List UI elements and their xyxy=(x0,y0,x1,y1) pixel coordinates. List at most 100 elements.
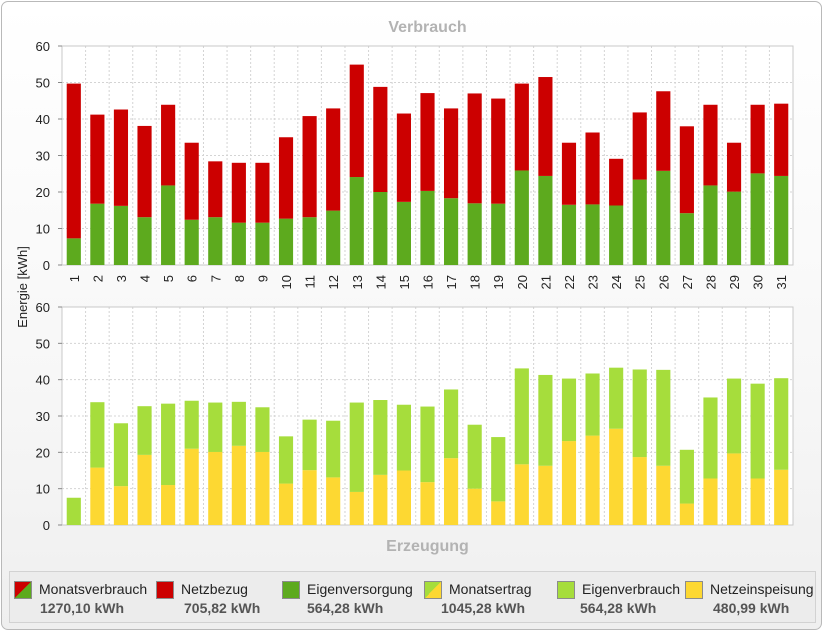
bar-netzbezug-17 xyxy=(444,108,459,199)
bar-eigenverbrauch-25 xyxy=(632,369,647,458)
bar-eigenversorgung-27 xyxy=(679,213,694,265)
bar-eigenverbrauch-18 xyxy=(467,424,482,489)
x-tick-label: 10 xyxy=(279,275,294,289)
bar-netzbezug-30 xyxy=(750,104,765,174)
bar-netzeinspeisung-28 xyxy=(703,478,718,525)
bar-netzeinspeisung-4 xyxy=(137,454,152,525)
bar-eigenverbrauch-27 xyxy=(679,449,694,504)
bar-eigenversorgung-9 xyxy=(255,222,270,265)
legend-swatch-monatsverbrauch xyxy=(14,581,32,599)
legend-item-monatsverbrauch: Monatsverbrauch 1270,10 kWh xyxy=(14,578,154,618)
x-tick-label: 25 xyxy=(633,275,648,289)
y-tick-label: 60 xyxy=(36,300,50,315)
bar-netzeinspeisung-2 xyxy=(90,467,105,525)
bar-netzbezug-16 xyxy=(420,93,435,191)
bar-netzbezug-6 xyxy=(184,142,199,220)
bar-netzbezug-7 xyxy=(208,161,223,218)
bar-eigenversorgung-1 xyxy=(66,238,81,265)
bar-netzeinspeisung-9 xyxy=(255,451,270,525)
x-tick-label: 9 xyxy=(255,275,270,282)
bar-eigenversorgung-12 xyxy=(326,210,341,265)
bar-netzeinspeisung-15 xyxy=(396,470,411,525)
x-tick-label: 15 xyxy=(397,275,412,289)
bar-netzeinspeisung-18 xyxy=(467,488,482,525)
legend-item-eigenverbrauch: Eigenverbrauch 564,28 kWh xyxy=(557,578,697,618)
bar-netzeinspeisung-12 xyxy=(326,477,341,525)
x-tick-label: 5 xyxy=(161,275,176,282)
bar-eigenverbrauch-14 xyxy=(373,400,388,475)
bar-eigenverbrauch-4 xyxy=(137,406,152,455)
bar-eigenverbrauch-1 xyxy=(66,497,81,525)
y-tick-label: 50 xyxy=(36,76,50,91)
bar-eigenversorgung-11 xyxy=(302,217,317,265)
bar-eigenverbrauch-20 xyxy=(514,368,529,465)
x-tick-label: 17 xyxy=(444,275,459,289)
x-tick-label: 26 xyxy=(656,275,671,289)
legend: Monatsverbrauch 1270,10 kWh Netzbezug 70… xyxy=(9,571,816,623)
legend-swatch-eigenverbrauch xyxy=(557,581,575,599)
bar-netzeinspeisung-22 xyxy=(561,441,577,525)
bar-eigenverbrauch-11 xyxy=(302,419,317,471)
bar-netzbezug-25 xyxy=(632,112,647,180)
y-tick-label: 10 xyxy=(36,222,50,237)
bar-eigenversorgung-10 xyxy=(278,218,294,265)
bar-netzbezug-19 xyxy=(491,98,506,204)
x-tick-label: 19 xyxy=(491,275,506,289)
x-tick-label: 31 xyxy=(774,275,789,289)
bar-netzeinspeisung-29 xyxy=(726,453,742,525)
x-tick-label: 7 xyxy=(208,275,223,282)
x-tick-label: 27 xyxy=(680,275,695,289)
bar-netzbezug-29 xyxy=(726,142,742,192)
bar-netzeinspeisung-17 xyxy=(444,458,459,525)
bar-eigenversorgung-18 xyxy=(467,203,482,265)
bar-eigenverbrauch-26 xyxy=(656,369,671,466)
chart-title-erzeugung: Erzeugung xyxy=(386,538,469,555)
bar-netzbezug-10 xyxy=(278,137,294,219)
x-tick-label: 24 xyxy=(609,275,624,289)
x-tick-label: 29 xyxy=(727,275,742,289)
bar-netzbezug-4 xyxy=(137,125,152,218)
bar-netzbezug-18 xyxy=(467,93,482,204)
legend-item-monatsertrag: Monatsertrag 1045,28 kWh xyxy=(424,578,564,618)
bar-netzbezug-31 xyxy=(774,103,789,176)
legend-swatch-eigenversorgung xyxy=(282,581,300,599)
bar-eigenverbrauch-2 xyxy=(90,402,105,468)
bar-eigenverbrauch-8 xyxy=(231,401,246,446)
bar-eigenverbrauch-3 xyxy=(113,423,129,487)
x-tick-label: 8 xyxy=(232,275,247,282)
bar-eigenversorgung-24 xyxy=(609,205,624,265)
bar-netzbezug-8 xyxy=(231,162,246,223)
legend-label-monatsverbrauch: Monatsverbrauch xyxy=(39,581,148,597)
bar-netzeinspeisung-25 xyxy=(632,457,647,525)
legend-swatch-netzbezug xyxy=(156,581,174,599)
bar-netzeinspeisung-10 xyxy=(278,483,294,525)
bar-netzbezug-12 xyxy=(326,108,341,211)
bar-netzeinspeisung-8 xyxy=(231,445,246,525)
bar-eigenversorgung-4 xyxy=(137,217,152,265)
bar-netzbezug-28 xyxy=(703,104,718,186)
y-tick-label: 30 xyxy=(36,149,50,164)
x-tick-label: 1 xyxy=(67,275,82,282)
bar-eigenversorgung-31 xyxy=(774,175,789,265)
bar-eigenverbrauch-22 xyxy=(561,378,577,442)
bar-netzeinspeisung-16 xyxy=(420,482,435,525)
y-tick-label: 10 xyxy=(36,482,50,497)
x-tick-label: 22 xyxy=(562,275,577,289)
bar-eigenversorgung-7 xyxy=(208,217,223,265)
bar-netzeinspeisung-21 xyxy=(538,465,553,525)
bar-eigenverbrauch-28 xyxy=(703,397,718,479)
x-tick-label: 13 xyxy=(350,275,365,289)
legend-value-monatsertrag: 1045,28 kWh xyxy=(441,600,526,616)
bar-eigenversorgung-15 xyxy=(396,201,411,265)
x-tick-label: 30 xyxy=(751,275,766,289)
bar-eigenversorgung-19 xyxy=(491,203,506,265)
bar-netzbezug-3 xyxy=(113,109,129,206)
bar-eigenversorgung-17 xyxy=(444,198,459,265)
bar-eigenverbrauch-17 xyxy=(444,389,459,459)
bar-netzeinspeisung-11 xyxy=(302,470,317,525)
bar-netzbezug-24 xyxy=(609,158,624,206)
bar-netzeinspeisung-27 xyxy=(679,503,694,525)
x-tick-label: 23 xyxy=(586,275,601,289)
bar-eigenversorgung-29 xyxy=(726,191,742,265)
